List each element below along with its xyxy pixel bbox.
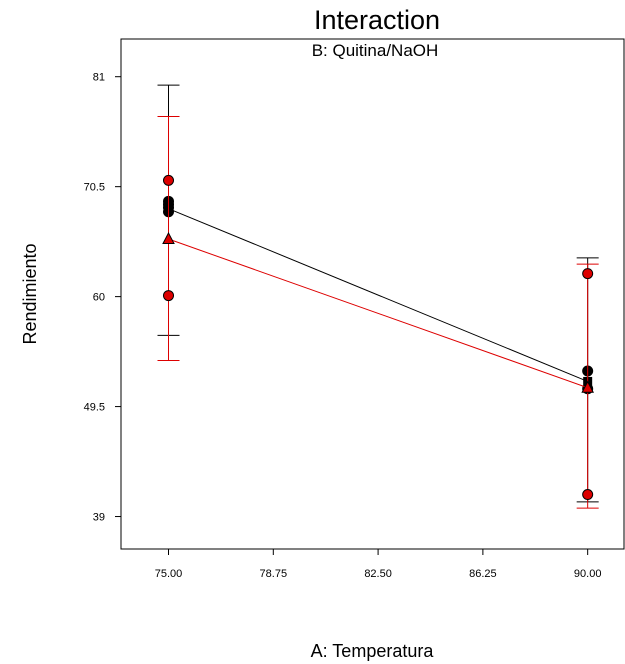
y-tick-label: 70.5 [84,182,105,194]
plot-frame [120,38,625,550]
data-point [163,290,175,302]
y-tick-label: 60 [93,292,105,304]
data-point [582,268,594,280]
x-axis-label: A: Temperatura [311,641,435,661]
x-tick-label: 78.75 [260,568,288,580]
x-tick-label: 75.00 [155,568,183,580]
interaction-line [168,208,588,382]
y-tick-label: 49.5 [84,402,105,414]
data-point [582,489,594,501]
interaction-line [168,238,588,389]
y-tick-label: 39 [93,512,105,524]
series-1 [157,115,599,509]
data-point [163,174,175,186]
predicted-marker [581,380,594,393]
series-0 [157,84,599,503]
series-layer [157,84,599,509]
y-axis-label: Rendimiento [20,243,40,344]
axis-ticks: 75.00 78.75 82.50 86.25 90.00 39 49.5 60 70.5 81 [84,72,602,580]
chart-title: Interaction [314,5,440,35]
y-tick-label: 81 [93,72,105,84]
chart-subtitle: B: Quitina/NaOH [312,41,439,60]
x-tick-label: 86.25 [469,568,497,580]
x-tick-label: 82.50 [364,568,392,580]
predicted-marker [162,231,175,245]
x-tick-label: 90.00 [574,568,602,580]
